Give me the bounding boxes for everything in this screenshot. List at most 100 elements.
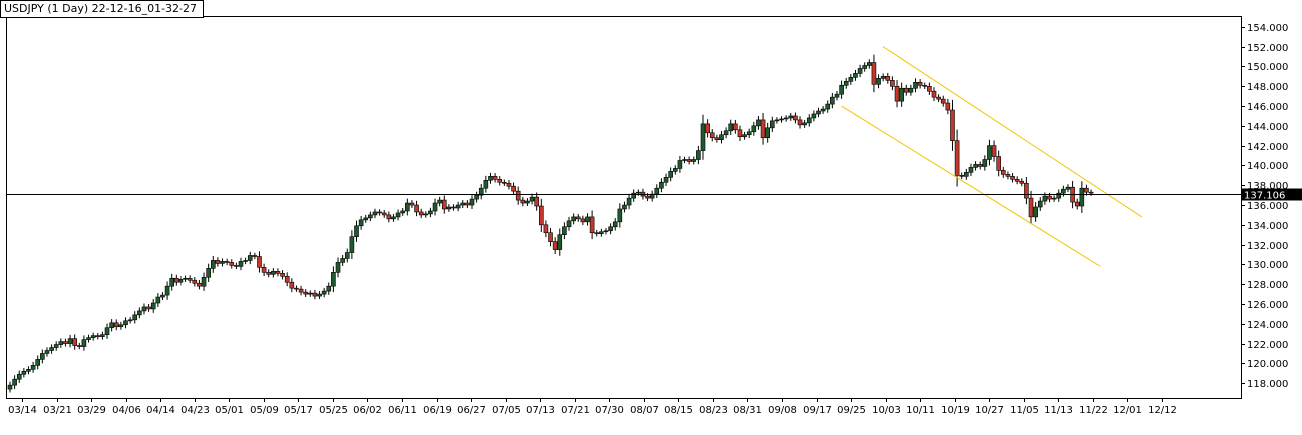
bull-candle (141, 306, 147, 312)
bull-candle (127, 319, 133, 322)
bull-candle (1061, 188, 1066, 194)
bull-candle (26, 369, 31, 372)
bear-candle (266, 272, 272, 275)
bear-candle (520, 199, 526, 204)
bull-candle (802, 122, 807, 126)
bear-candle (229, 262, 235, 266)
bull-candle (834, 93, 840, 98)
bull-candle (395, 212, 401, 218)
x-tick-label: 06/19 (423, 405, 452, 416)
bear-candle (936, 96, 941, 100)
bear-candle (234, 265, 239, 267)
bear-candle (594, 232, 600, 235)
bear-candle (709, 132, 715, 139)
y-tick-label: 138.000 (1247, 181, 1288, 192)
bear-candle (917, 82, 923, 86)
bull-candle (756, 119, 761, 127)
bull-candle (21, 370, 27, 375)
bear-candle (77, 345, 82, 347)
bear-candle (1000, 170, 1006, 175)
bear-candle (793, 115, 798, 121)
bull-candle (349, 236, 355, 253)
bull-candle (636, 191, 641, 194)
bear-candle (441, 199, 447, 210)
bear-candle (386, 214, 392, 220)
bull-candle (372, 211, 378, 216)
bear-candle (465, 202, 470, 206)
bull-candle (839, 84, 844, 95)
y-tick-label: 136.000 (1247, 201, 1288, 212)
bear-candle (705, 123, 710, 134)
y-tick-label: 144.000 (1247, 122, 1288, 133)
bull-candle (44, 350, 50, 354)
bear-candle (945, 102, 951, 111)
bull-candle (210, 260, 216, 269)
bull-candle (358, 219, 364, 227)
bear-candle (492, 176, 498, 180)
bear-candle (418, 211, 424, 216)
bull-candle (428, 210, 433, 215)
bull-candle (769, 120, 775, 129)
bull-candle (557, 234, 563, 250)
bear-candle (733, 123, 738, 131)
bull-candle (432, 202, 438, 212)
y-tick-label: 150.000 (1247, 62, 1288, 73)
bull-candle (446, 206, 452, 210)
bear-candle (312, 292, 318, 297)
bull-candle (405, 202, 410, 212)
bull-candle (783, 117, 789, 120)
bull-candle (612, 221, 618, 228)
y-tick-label: 126.000 (1247, 300, 1288, 311)
bull-candle (672, 168, 678, 172)
bear-candle (261, 267, 267, 273)
bear-candle (257, 256, 262, 268)
bull-candle (363, 217, 369, 221)
bear-candle (497, 178, 503, 183)
bull-candle (391, 216, 396, 220)
bull-candle (155, 296, 161, 304)
x-tick-label: 07/30 (595, 405, 624, 416)
bull-candle (973, 164, 978, 168)
bear-candle (414, 204, 419, 213)
x-tick-label: 10/19 (941, 405, 970, 416)
bear-candle (714, 137, 720, 141)
x-tick-label: 05/01 (215, 405, 244, 416)
bear-candle (1084, 187, 1089, 193)
bull-candle (340, 258, 345, 263)
bull-candle (982, 159, 988, 167)
x-tick-label: 05/09 (250, 405, 279, 416)
bull-candle (562, 226, 567, 236)
bull-candle (631, 192, 637, 199)
y-tick-label: 142.000 (1247, 142, 1288, 153)
bull-candle (1056, 192, 1062, 199)
bull-candle (1051, 197, 1057, 200)
bear-candle (645, 195, 650, 199)
bull-candle (90, 335, 96, 338)
bear-candle (511, 185, 516, 192)
bear-candle (894, 85, 900, 102)
bull-candle (585, 216, 590, 223)
bear-candle (224, 261, 230, 263)
bull-candle (862, 65, 868, 69)
bear-candle (538, 205, 544, 226)
bull-candle (899, 87, 904, 102)
bull-candle (53, 344, 59, 348)
bear-candle (515, 190, 521, 201)
y-axis: 154.000 152.000 150.000 148.000 146.000 144.0… (1241, 23, 1302, 390)
bull-candle (460, 202, 466, 206)
bear-candle (1024, 182, 1029, 199)
bear-candle (502, 181, 507, 184)
bear-candle (280, 273, 285, 277)
y-tick-label: 122.000 (1247, 340, 1288, 351)
bull-candle (843, 81, 849, 86)
bull-candle (830, 96, 835, 105)
y-tick-label: 130.000 (1247, 260, 1288, 271)
bear-candle (146, 306, 151, 310)
bear-candle (187, 277, 193, 281)
chart-title: USDJPY (1 Day) 22-12-16_01-32-27 (0, 0, 205, 18)
bear-candle (174, 277, 179, 283)
bear-candle (409, 202, 415, 206)
bear-candle (1047, 195, 1052, 200)
bull-candle (423, 213, 429, 216)
